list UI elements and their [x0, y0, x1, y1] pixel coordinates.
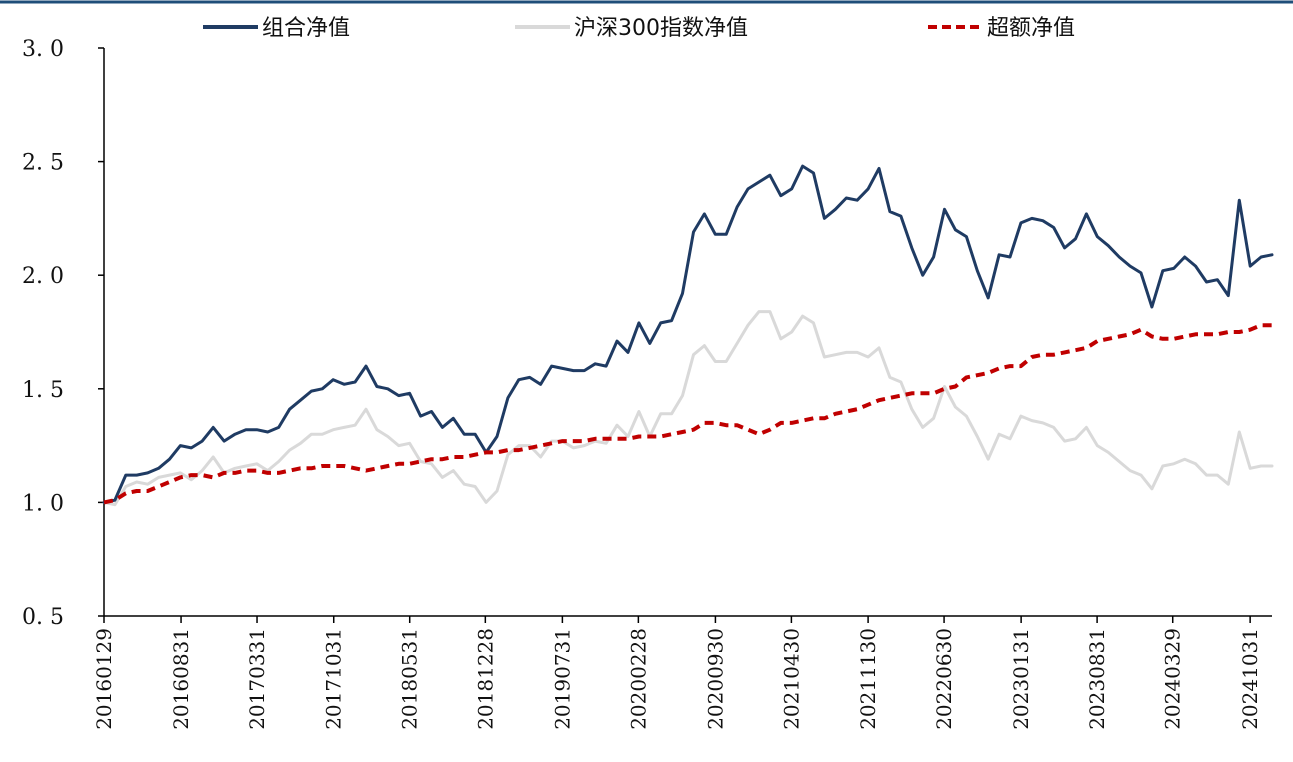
x-tick-label: 20210430 — [779, 628, 803, 730]
x-tick-label: 20200228 — [626, 628, 650, 730]
x-tick-label: 20220630 — [932, 628, 956, 730]
y-tick-label: 0. 5 — [22, 605, 64, 630]
y-tick-label: 2. 5 — [22, 151, 64, 176]
x-tick-label: 20181228 — [473, 628, 497, 730]
x-tick-label: 20200930 — [703, 628, 727, 730]
x-tick-label: 20240329 — [1161, 628, 1185, 730]
x-tick-label: 20160831 — [169, 628, 193, 730]
y-tick-label: 1. 5 — [22, 378, 64, 403]
legend-label-index: 沪深300指数净值 — [574, 16, 748, 41]
legend-label-portfolio: 组合净值 — [262, 16, 350, 41]
y-tick-label: 3. 0 — [22, 37, 64, 62]
x-tick-label: 20230131 — [1009, 628, 1033, 730]
x-tick-label: 20171031 — [322, 628, 346, 730]
x-tick-label: 20180531 — [398, 628, 422, 730]
x-axis: 20160129 20160831 20170331 20171031 20180531… — [92, 615, 1272, 730]
y-tick-label: 2. 0 — [22, 264, 64, 289]
x-tick-label: 20170331 — [245, 628, 269, 730]
y-axis: 0. 5 1. 0 1. 5 2. 0 2. 5 3. 0 — [22, 37, 105, 630]
index-line — [102, 310, 1274, 507]
plot-series — [102, 164, 1274, 507]
y-tick-label: 1. 0 — [22, 491, 64, 516]
x-tick-label: 20211130 — [856, 628, 880, 730]
x-tick-label: 20241031 — [1238, 628, 1262, 730]
excess-line — [103, 323, 1272, 505]
legend: 组合净值 沪深300指数净值 超额净值 — [203, 16, 1075, 41]
x-tick-label: 20190731 — [550, 628, 574, 730]
portfolio-line — [102, 164, 1274, 504]
x-tick-label: 20160129 — [92, 628, 116, 730]
legend-label-excess: 超额净值 — [987, 16, 1075, 41]
x-tick-label: 20230831 — [1085, 628, 1109, 730]
